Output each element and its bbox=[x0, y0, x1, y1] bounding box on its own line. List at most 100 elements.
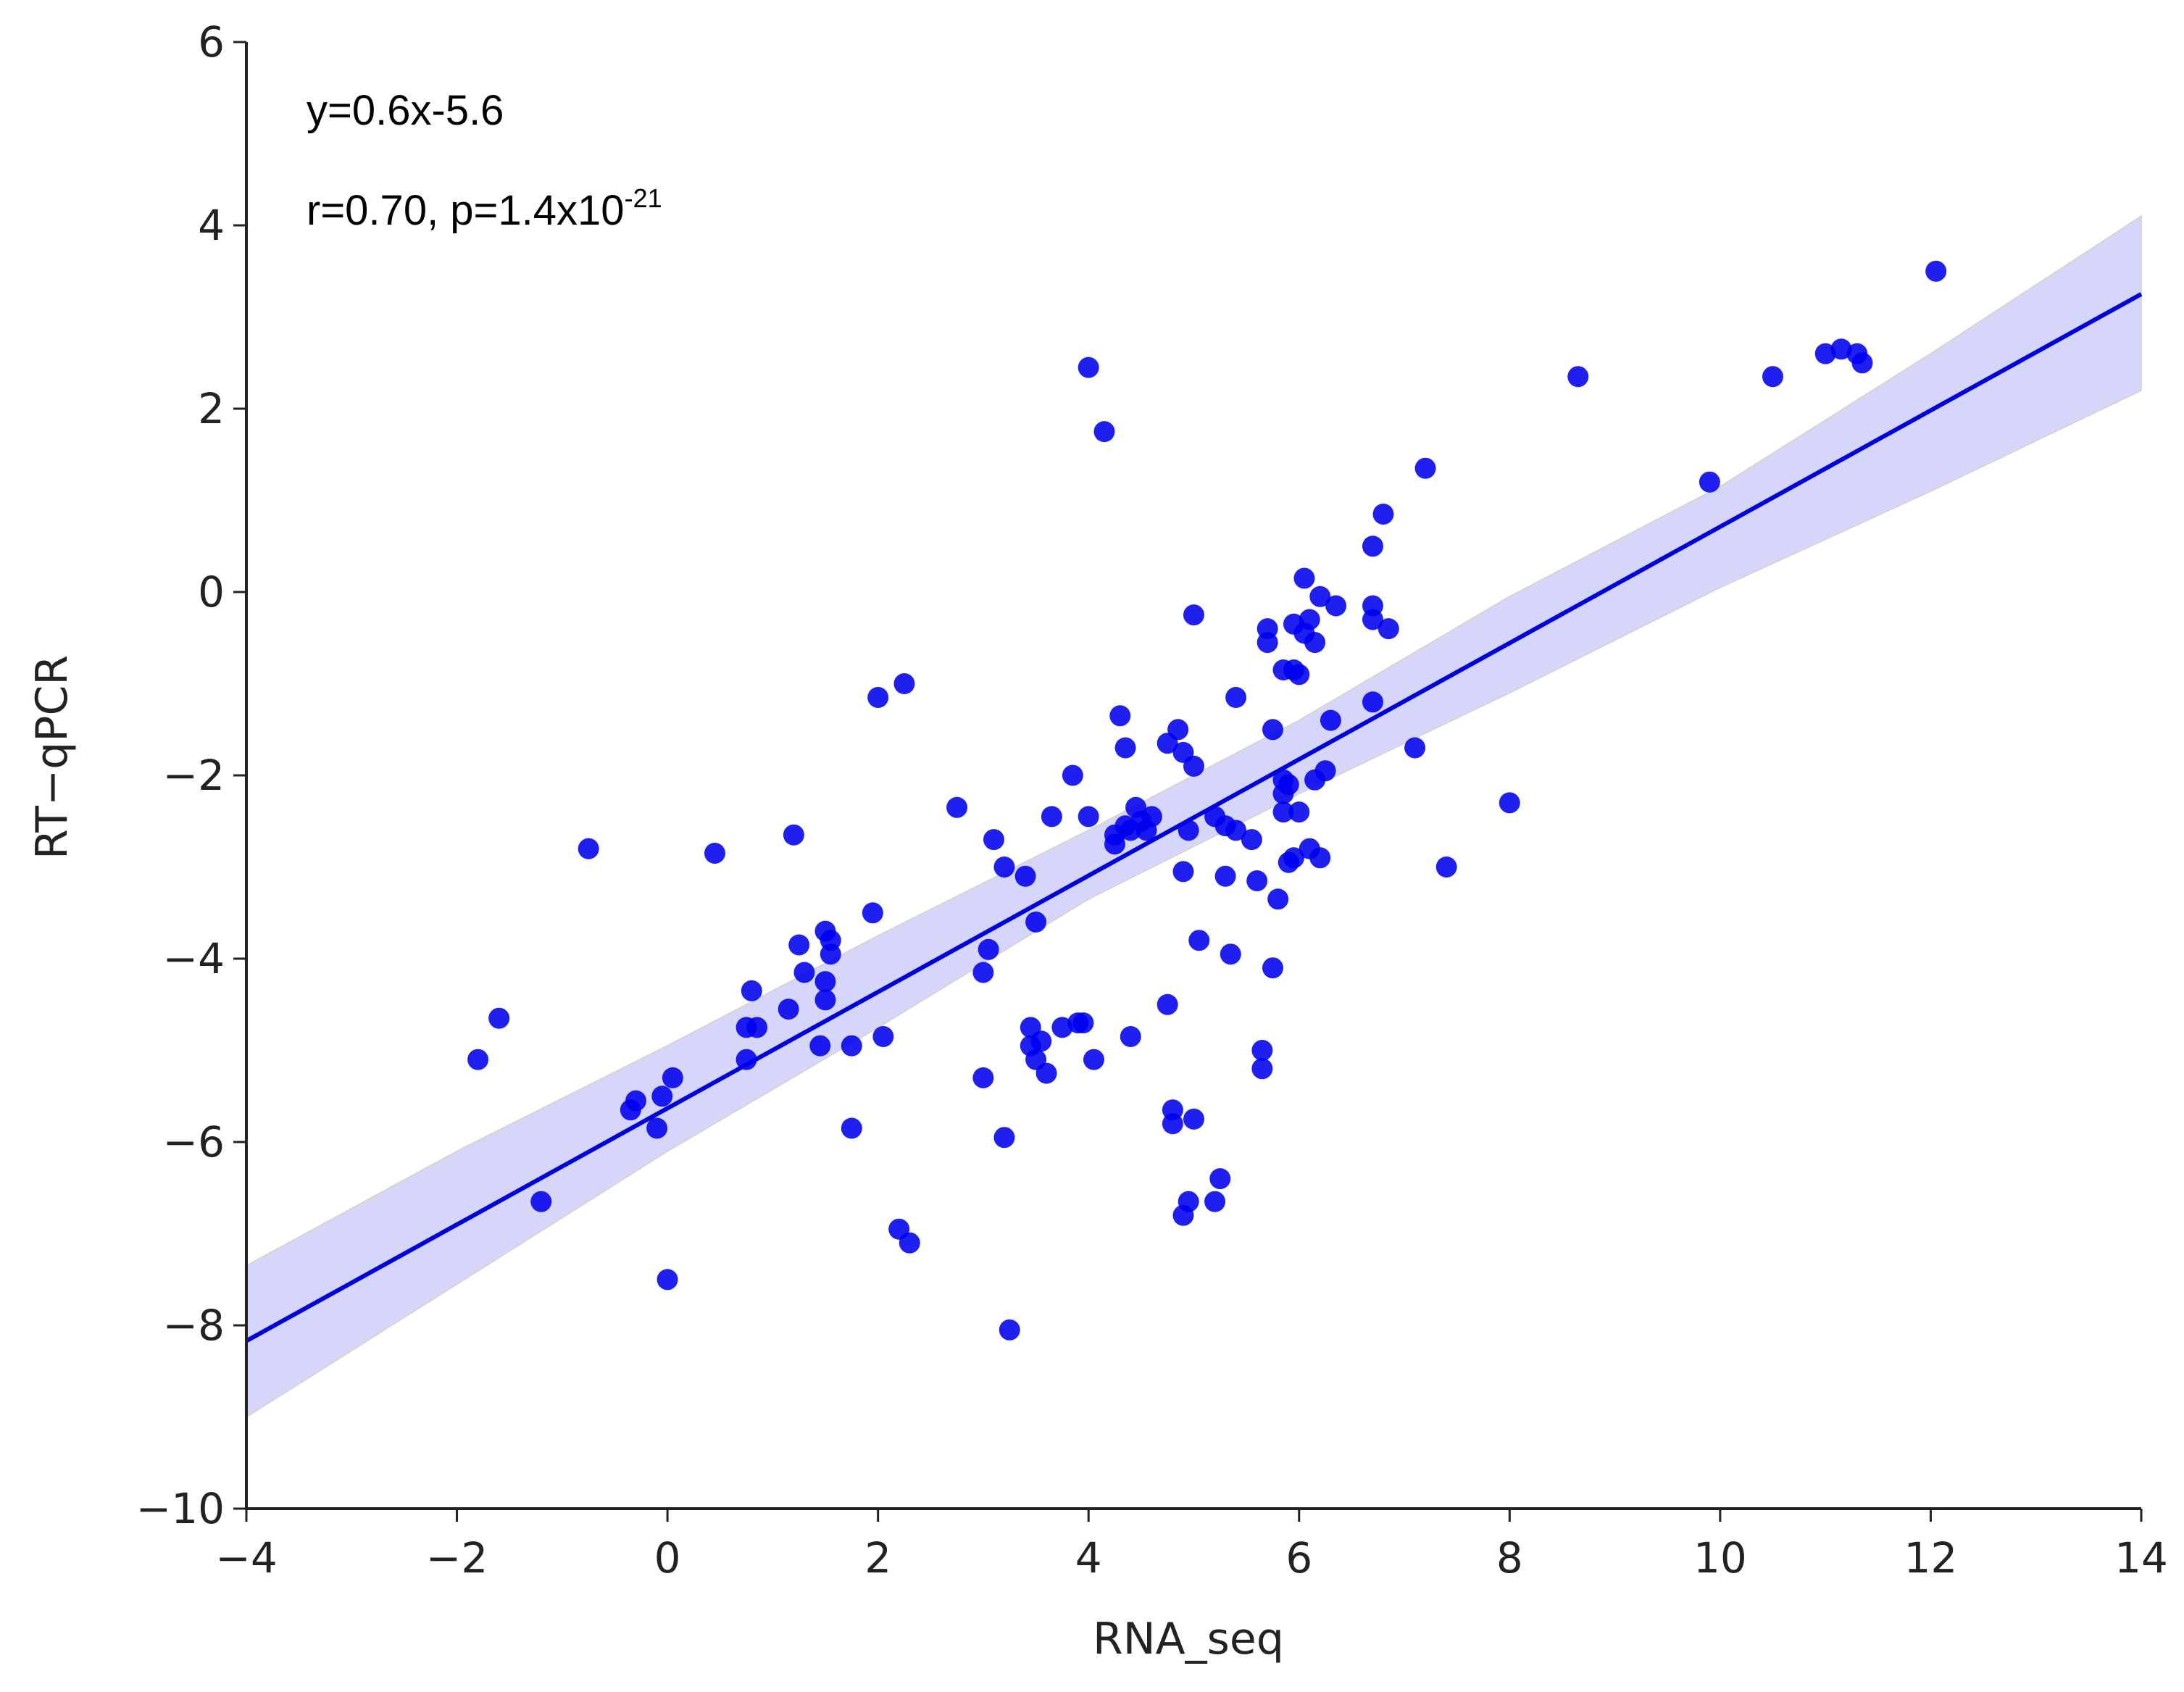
data-point bbox=[1499, 792, 1520, 814]
data-point bbox=[972, 962, 994, 983]
data-point bbox=[1014, 865, 1036, 887]
regression-line bbox=[245, 292, 2143, 1343]
data-point bbox=[1220, 943, 1241, 965]
x-axis-title: RNA_seq bbox=[1093, 1614, 1284, 1664]
data-point bbox=[1167, 719, 1189, 741]
data-point bbox=[978, 938, 999, 960]
data-point bbox=[1251, 1058, 1273, 1080]
data-point bbox=[1214, 865, 1236, 887]
data-point bbox=[1325, 595, 1347, 617]
data-point bbox=[814, 989, 836, 1011]
data-point bbox=[1288, 801, 1310, 823]
data-point bbox=[1051, 1017, 1073, 1038]
data-point bbox=[1304, 632, 1326, 654]
data-point bbox=[1256, 632, 1278, 654]
data-point bbox=[1262, 957, 1283, 979]
data-point bbox=[993, 857, 1015, 878]
data-point bbox=[793, 962, 815, 983]
data-point bbox=[1699, 471, 1720, 493]
data-point bbox=[1041, 806, 1062, 828]
data-point bbox=[1262, 719, 1283, 741]
data-point bbox=[1093, 421, 1115, 443]
data-point bbox=[1188, 930, 1210, 951]
data-point bbox=[1762, 366, 1783, 388]
y-tick-label: −2 bbox=[163, 751, 225, 800]
data-point bbox=[1246, 870, 1268, 891]
data-point bbox=[1120, 1026, 1141, 1047]
data-point bbox=[1309, 847, 1331, 869]
data-point bbox=[788, 934, 810, 956]
x-tick-label: −4 bbox=[215, 1533, 278, 1583]
data-point bbox=[1251, 1040, 1273, 1061]
data-point bbox=[1372, 504, 1394, 525]
data-point bbox=[1083, 1049, 1104, 1070]
data-point bbox=[1567, 366, 1589, 388]
data-point bbox=[1078, 806, 1099, 828]
data-point bbox=[778, 999, 799, 1020]
data-point bbox=[578, 838, 599, 859]
x-tick-label: −2 bbox=[426, 1533, 488, 1583]
data-point bbox=[1283, 847, 1304, 869]
x-tick-label: 6 bbox=[1285, 1533, 1312, 1583]
data-point bbox=[1209, 1168, 1231, 1190]
data-point bbox=[809, 1035, 831, 1057]
data-point bbox=[1162, 1113, 1183, 1135]
annotations-layer: y=0.6x-5.6 r=0.70, p=1.4x10-21 bbox=[307, 87, 662, 234]
data-point bbox=[1814, 343, 1836, 364]
equation-annotation: y=0.6x-5.6 bbox=[307, 87, 504, 134]
data-point bbox=[1272, 801, 1294, 823]
data-point bbox=[1267, 888, 1289, 910]
data-point bbox=[872, 1026, 894, 1047]
data-point bbox=[893, 673, 915, 694]
data-point bbox=[1404, 737, 1426, 759]
scatter-points-layer bbox=[467, 260, 1947, 1341]
data-point bbox=[1309, 585, 1331, 607]
y-tick-label: −10 bbox=[136, 1484, 225, 1533]
data-point bbox=[741, 980, 762, 1001]
data-point bbox=[1925, 260, 1947, 282]
data-point bbox=[1830, 338, 1852, 360]
data-point bbox=[1035, 1062, 1057, 1084]
data-point bbox=[1299, 609, 1320, 630]
stats-annotation: r=0.70, p=1.4x10-21 bbox=[307, 183, 662, 234]
data-point bbox=[1377, 618, 1399, 640]
data-point bbox=[862, 902, 883, 924]
data-point bbox=[1114, 737, 1136, 759]
x-tick-label: 8 bbox=[1496, 1533, 1523, 1583]
data-point bbox=[841, 1117, 862, 1139]
data-point bbox=[783, 824, 804, 846]
y-tick-label: −4 bbox=[163, 934, 225, 983]
data-point bbox=[1362, 691, 1383, 713]
y-tick-label: 2 bbox=[198, 384, 225, 433]
data-point bbox=[1072, 1012, 1094, 1034]
data-point bbox=[972, 1067, 994, 1088]
data-point bbox=[625, 1090, 646, 1112]
data-point bbox=[867, 687, 889, 708]
data-point bbox=[841, 1035, 862, 1057]
y-tick-label: −8 bbox=[163, 1301, 225, 1350]
data-point bbox=[1204, 1191, 1226, 1212]
data-point bbox=[1178, 1191, 1199, 1212]
data-point bbox=[1288, 664, 1310, 685]
y-axis-title: RT−qPCR bbox=[27, 655, 78, 859]
data-point bbox=[467, 1049, 489, 1070]
data-point bbox=[704, 843, 725, 864]
data-point bbox=[1851, 352, 1873, 374]
data-point bbox=[1278, 774, 1299, 796]
stats-annotation-text: r=0.70, p=1.4x10 bbox=[307, 187, 625, 234]
data-point bbox=[1183, 604, 1204, 626]
data-point bbox=[1104, 833, 1125, 855]
data-point bbox=[1183, 1108, 1204, 1130]
data-point bbox=[1178, 820, 1199, 841]
data-point bbox=[662, 1067, 683, 1088]
data-point bbox=[1320, 709, 1341, 731]
data-point bbox=[1362, 609, 1383, 630]
y-tick-label: 0 bbox=[198, 567, 225, 617]
data-point bbox=[1241, 829, 1262, 851]
y-tick-label: −6 bbox=[163, 1117, 225, 1167]
data-point bbox=[1183, 755, 1204, 777]
y-tick-label: 4 bbox=[198, 201, 225, 250]
data-point bbox=[1225, 687, 1247, 708]
x-tick-label: 14 bbox=[2114, 1533, 2168, 1583]
